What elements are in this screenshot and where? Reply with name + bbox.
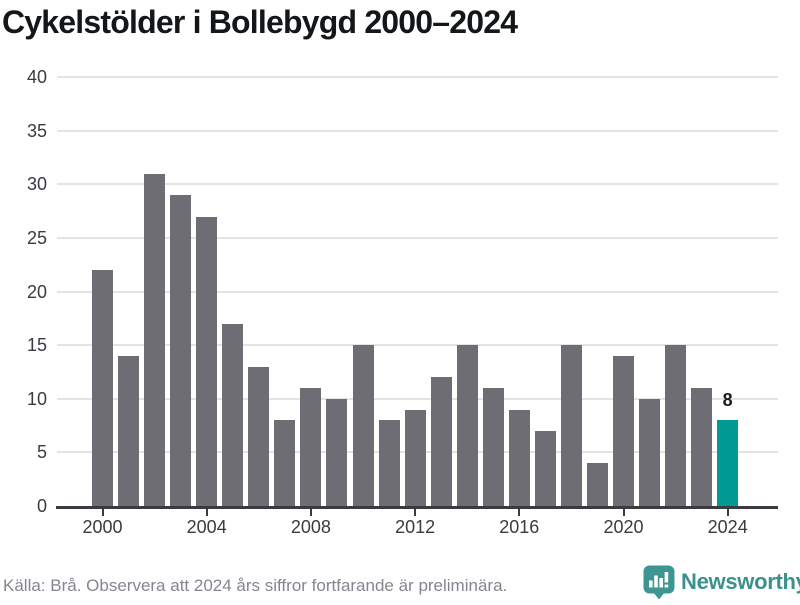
x-tick-2000 xyxy=(101,509,104,516)
y-tick-label: 40 xyxy=(26,67,47,88)
bar-2003 xyxy=(170,195,192,506)
bar-value-label: 8 xyxy=(722,390,733,410)
bar-2007 xyxy=(274,420,296,506)
bar-2014 xyxy=(456,345,478,506)
x-tick-label: 2020 xyxy=(603,517,644,537)
bar-2024 xyxy=(717,420,739,506)
bar-2000 xyxy=(92,270,113,506)
x-tick-2024 xyxy=(726,509,729,516)
x-tick-2008 xyxy=(309,509,312,516)
bar-2008 xyxy=(300,388,322,506)
bar-2009 xyxy=(326,398,348,506)
x-tick-2020 xyxy=(622,509,625,516)
bar-2023 xyxy=(691,388,713,506)
bar-2006 xyxy=(248,366,270,506)
gridline-y-40 xyxy=(57,76,778,79)
bar-2015 xyxy=(482,388,504,506)
gridline-y-20 xyxy=(57,290,778,293)
gridline-y-35 xyxy=(57,129,778,132)
y-tick-label: 15 xyxy=(26,335,47,356)
bar-2005 xyxy=(222,323,244,506)
x-tick-2016 xyxy=(518,509,521,516)
bar-2004 xyxy=(196,216,218,506)
bar-2011 xyxy=(378,420,400,506)
newsworthy-logo: Newsworthy xyxy=(643,564,800,600)
gridline-y-30 xyxy=(57,183,778,186)
bar-2013 xyxy=(430,377,452,506)
y-tick-label: 30 xyxy=(26,174,47,195)
y-tick-label: 0 xyxy=(36,496,47,516)
bar-2019 xyxy=(586,463,608,506)
y-tick-label: 10 xyxy=(26,388,47,409)
bar-2020 xyxy=(613,355,634,506)
y-tick-label: 35 xyxy=(26,120,47,141)
bar-2017 xyxy=(534,430,556,506)
x-tick-label: 2012 xyxy=(395,517,436,537)
bar-2001 xyxy=(118,355,140,506)
bar-2022 xyxy=(665,345,687,506)
gridline-y-25 xyxy=(57,237,778,239)
x-tick-label: 2008 xyxy=(290,517,331,537)
bar-2016 xyxy=(508,409,530,506)
bar-chart: 0 5 10 15 20 25 30 35 40 2000 2004 2008 2012 2016 2020… xyxy=(26,67,778,537)
gridline-y-15 xyxy=(57,344,778,347)
x-tick-2004 xyxy=(205,509,208,516)
newsworthy-chart-bubble-icon xyxy=(643,565,675,600)
gridline-y-10 xyxy=(57,397,778,400)
bar-2021 xyxy=(639,398,661,506)
x-axis-line xyxy=(56,506,778,509)
newsworthy-wordmark: Newsworthy xyxy=(681,569,800,594)
bar-2002 xyxy=(144,173,166,506)
bar-2018 xyxy=(560,345,582,506)
source-note: Källa: Brå. Observera att 2024 års siffr… xyxy=(3,576,508,595)
x-tick-label: 2016 xyxy=(499,517,540,537)
x-tick-label: 2024 xyxy=(707,517,748,537)
x-tick-2012 xyxy=(414,509,417,516)
bar-2012 xyxy=(404,409,426,506)
y-tick-label: 20 xyxy=(26,281,47,302)
x-tick-label: 2000 xyxy=(82,517,123,537)
bar-2010 xyxy=(352,345,374,506)
x-tick-label: 2004 xyxy=(186,517,227,537)
y-tick-label: 5 xyxy=(36,442,47,463)
page-title: Cykelstölder i Bollebygd 2000–2024 xyxy=(2,4,518,40)
y-tick-label: 25 xyxy=(26,228,47,248)
